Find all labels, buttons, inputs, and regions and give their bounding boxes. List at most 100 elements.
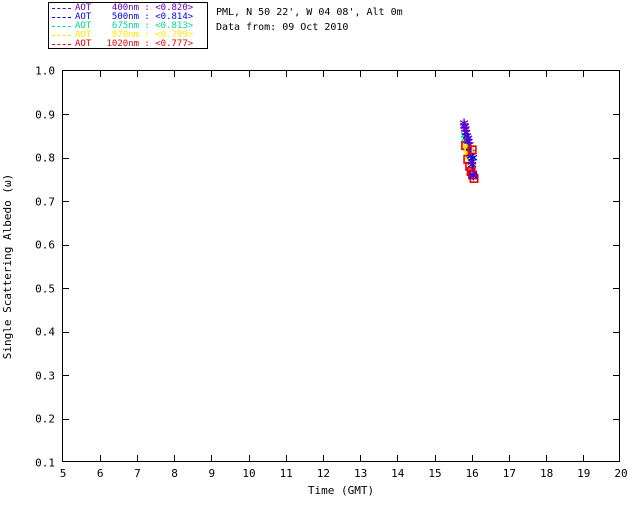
- x-axis-tick: [397, 71, 399, 77]
- x-axis-tick: [285, 455, 287, 461]
- y-axis-tick: [63, 201, 69, 203]
- data-point-square: [467, 145, 477, 155]
- y-axis-tick: [63, 331, 69, 333]
- legend-entry: AOT 675nm : <0.813>: [52, 22, 207, 31]
- y-axis-tick: [63, 418, 69, 420]
- y-axis-tick-label: 0.3: [35, 369, 55, 383]
- y-axis-title-text: Single Scattering Albedo (ω): [1, 173, 15, 359]
- legend-label: AOT 870nm : <0.799>: [75, 30, 194, 40]
- x-axis-tick: [285, 71, 287, 77]
- date-line: Data from: 09 Oct 2010: [216, 22, 349, 33]
- data-point-star: [468, 169, 478, 179]
- legend-line-swatch: [52, 44, 71, 45]
- x-axis-tick: [136, 71, 138, 77]
- y-axis-title: Single Scattering Albedo (ω): [0, 70, 16, 462]
- y-axis-tick-label: 0.9: [35, 108, 55, 122]
- x-axis-tick: [508, 71, 510, 77]
- y-axis-tick-label: 1.0: [35, 64, 55, 78]
- legend-line-swatch: [52, 35, 71, 36]
- y-axis-tick-label: 0.8: [35, 151, 55, 165]
- data-point-star: [461, 127, 471, 138]
- x-axis-tick-label: 17: [502, 467, 517, 480]
- y-axis-tick: [613, 288, 619, 290]
- x-axis-tick: [583, 71, 585, 77]
- y-axis-tick: [63, 157, 69, 159]
- legend-label: AOT 400nm : <0.820>: [75, 3, 194, 13]
- x-axis-tick: [322, 455, 324, 461]
- legend: AOT 400nm : <0.820> AOT 500nm : <0.814> AOT 6…: [48, 2, 208, 49]
- x-axis-tick: [583, 455, 585, 461]
- x-axis-tick: [248, 71, 250, 77]
- x-axis-tick: [211, 455, 213, 461]
- legend-line-swatch: [52, 17, 71, 18]
- x-axis-tick: [471, 455, 473, 461]
- header-annotation: PML, N 50 22', W 04 08', Alt 0m Data fro…: [216, 5, 403, 35]
- x-axis-tick-label: 5: [59, 467, 67, 480]
- y-axis-tick: [613, 201, 619, 203]
- legend-entry: AOT 500nm : <0.814>: [52, 13, 207, 22]
- y-axis-tick: [613, 244, 619, 246]
- legend-label: AOT 500nm : <0.814>: [75, 12, 194, 22]
- plot-area: 5 6 7 8 9 10 11 12 13 14 15 16 17 18 19 20 0.1 0.2 0.3 0.4 0…: [35, 65, 628, 481]
- y-axis-tick: [63, 114, 69, 116]
- y-axis-tick-label: 0.4: [35, 325, 55, 339]
- x-axis-tick: [174, 71, 176, 77]
- y-axis-tick: [63, 288, 69, 290]
- y-axis-tick-label: 0.7: [35, 195, 55, 209]
- legend-line-swatch: [52, 26, 71, 27]
- x-axis-tick-label: 6: [96, 467, 104, 480]
- y-axis-tick-label: 0.1: [35, 456, 55, 470]
- x-axis-tick: [174, 455, 176, 461]
- x-axis-tick: [322, 71, 324, 77]
- legend-entry: AOT 1020nm : <0.777>: [52, 40, 207, 49]
- x-axis-tick: [546, 71, 548, 77]
- x-axis-tick-label: 7: [134, 467, 141, 480]
- y-axis-tick: [63, 375, 69, 377]
- x-axis-tick: [211, 71, 213, 77]
- x-axis-tick-label: 12: [316, 467, 331, 480]
- x-axis-tick: [248, 455, 250, 461]
- x-axis-tick-label: 14: [391, 467, 405, 480]
- x-axis-tick-label: 10: [242, 467, 256, 480]
- x-axis-tick-label: 11: [279, 467, 293, 480]
- x-axis-tick-label: 16: [465, 467, 479, 480]
- x-axis-tick-label: 20: [614, 467, 628, 480]
- x-axis-tick: [360, 455, 362, 461]
- x-axis-tick: [397, 455, 399, 461]
- x-axis-tick: [99, 455, 101, 461]
- x-axis-tick: [471, 71, 473, 77]
- x-axis-tick-label: 9: [208, 467, 216, 480]
- y-axis-tick: [613, 375, 619, 377]
- site-line: PML, N 50 22', W 04 08', Alt 0m: [216, 7, 403, 18]
- x-axis-tick: [434, 455, 436, 461]
- x-axis-tick: [508, 455, 510, 461]
- x-axis-tick: [546, 455, 548, 461]
- x-axis-tick: [99, 71, 101, 77]
- y-axis-tick: [613, 114, 619, 116]
- data-point-star: [463, 133, 473, 143]
- legend-entry: AOT 870nm : <0.799>: [52, 31, 207, 40]
- legend-entry: AOT 400nm : <0.820>: [52, 4, 207, 13]
- x-axis-tick: [434, 71, 436, 77]
- y-axis-tick-label: 0.5: [35, 282, 55, 296]
- x-axis-title: Time (GMT): [307, 484, 375, 497]
- y-axis-tick-label: 0.2: [35, 412, 55, 426]
- y-axis-tick: [63, 244, 69, 246]
- y-axis-tick: [613, 157, 619, 159]
- x-axis-tick: [360, 71, 362, 77]
- legend-label: AOT 675nm : <0.813>: [75, 21, 194, 31]
- x-axis-tick: [136, 455, 138, 461]
- legend-label: AOT 1020nm : <0.777>: [75, 39, 194, 49]
- y-axis-tick: [613, 331, 619, 333]
- x-axis-tick-label: 18: [539, 467, 554, 480]
- data-point-star: [468, 153, 478, 163]
- x-axis-tick-label: 15: [428, 467, 442, 480]
- legend-line-swatch: [52, 8, 71, 9]
- y-axis-tick: [613, 418, 619, 420]
- x-axis-tick-label: 8: [171, 467, 178, 480]
- x-axis-tick-label: 13: [353, 467, 368, 480]
- x-axis-tick-label: 19: [577, 467, 591, 480]
- y-axis-tick-label: 0.6: [35, 238, 55, 252]
- data-canvas: [459, 118, 479, 183]
